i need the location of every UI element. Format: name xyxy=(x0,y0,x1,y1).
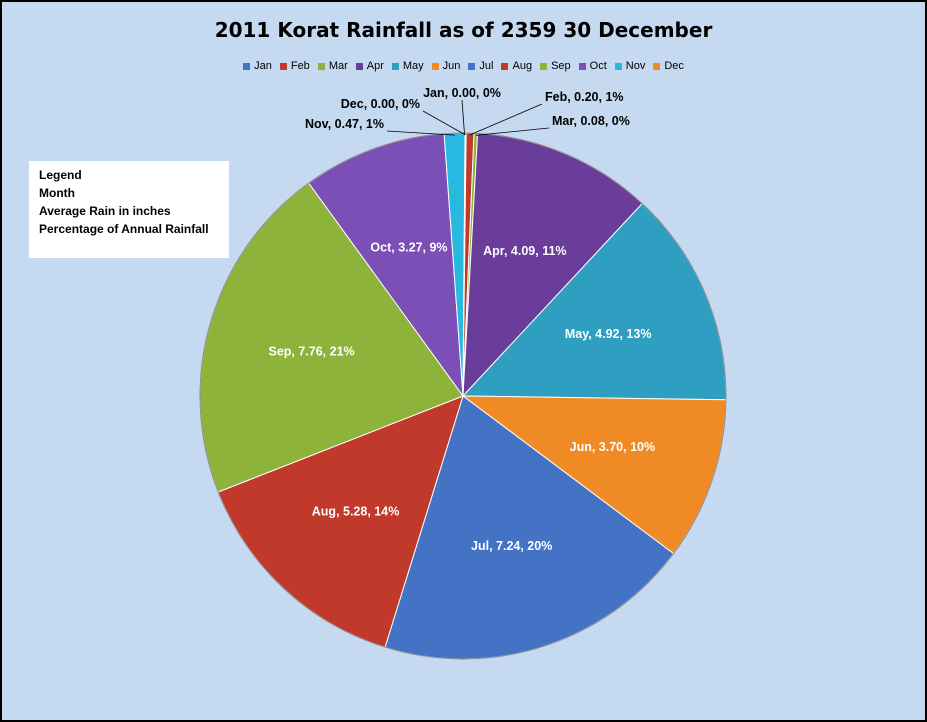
legend-label: Dec xyxy=(664,60,684,72)
leader-line-feb xyxy=(469,103,543,136)
legend-label: Sep xyxy=(551,60,571,72)
legend-label: Nov xyxy=(625,60,646,72)
legend-swatch xyxy=(653,62,661,70)
legend-label: Jul xyxy=(479,60,494,72)
legend-item-feb: Feb xyxy=(279,60,310,72)
legend-item-aug: Aug xyxy=(501,60,532,72)
slice-label-apr: Apr, 4.09, 11% xyxy=(483,244,566,258)
slice-label-jan: Jan, 0.00, 0% xyxy=(423,86,501,100)
legend-note-box: Legend Month Average Rain in inches Perc… xyxy=(29,161,229,258)
slice-label-aug: Aug, 5.28, 14% xyxy=(312,505,400,519)
legend-item-jul: Jul xyxy=(468,60,493,72)
legend-item-nov: Nov xyxy=(614,60,646,72)
leader-line-dec xyxy=(422,110,466,136)
legend-label: Feb xyxy=(290,60,310,72)
legend-swatch xyxy=(391,62,399,70)
legend-item-sep: Sep xyxy=(540,60,571,72)
chart-title: 2011 Korat Rainfall as of 2359 30 Decemb… xyxy=(214,18,713,42)
legend-swatch xyxy=(578,62,586,70)
leader-line-jan xyxy=(461,99,465,136)
legend-item-oct: Oct xyxy=(578,60,607,72)
legend-swatch xyxy=(468,62,476,70)
slice-label-jun: Jun, 3.70, 10% xyxy=(570,440,655,454)
slice-label-jul: Jul, 7.24, 20% xyxy=(471,539,552,553)
legend-item-apr: Apr xyxy=(355,60,384,72)
legend-swatch xyxy=(431,62,439,70)
legend-swatch xyxy=(243,62,251,70)
legend-note-line: Month xyxy=(39,186,75,200)
legend-item-mar: Mar xyxy=(317,60,348,72)
legend-item-dec: Dec xyxy=(653,60,684,72)
legend-label: Aug xyxy=(512,60,533,72)
legend-label: Mar xyxy=(328,60,348,72)
legend-label: May xyxy=(402,60,424,72)
leader-line-nov xyxy=(386,130,455,136)
legend-swatch xyxy=(501,62,509,70)
legend-swatch xyxy=(614,62,622,70)
slice-label-feb: Feb, 0.20, 1% xyxy=(545,90,624,104)
legend-swatch xyxy=(355,62,363,70)
legend-label: Jun xyxy=(442,60,461,72)
legend-label: Oct xyxy=(589,60,607,72)
leader-line-mar xyxy=(475,127,550,136)
legend-swatch xyxy=(279,62,287,70)
legend-swatch xyxy=(540,62,548,70)
legend-note-line: Legend xyxy=(39,168,82,182)
slice-label-dec: Dec, 0.00, 0% xyxy=(341,97,420,111)
legend-item-may: May xyxy=(391,60,424,72)
legend-note-line: Percentage of Annual Rainfall xyxy=(39,222,209,236)
slice-label-sep: Sep, 7.76, 21% xyxy=(268,345,354,359)
legend: Jan Feb Mar Apr May Jun Jul Aug Sep Oct Nov Dec xyxy=(2,60,925,72)
pie-outline xyxy=(199,132,727,660)
legend-swatch xyxy=(317,62,325,70)
slice-label-may: May, 4.92, 13% xyxy=(565,327,652,341)
legend-note-line: Average Rain in inches xyxy=(39,204,171,218)
legend-item-jun: Jun xyxy=(431,60,461,72)
slice-label-mar: Mar, 0.08, 0% xyxy=(552,114,630,128)
legend-item-jan: Jan xyxy=(243,60,272,72)
legend-label: Apr xyxy=(366,60,384,72)
slice-label-nov: Nov, 0.47, 1% xyxy=(305,117,384,131)
legend-label: Jan xyxy=(254,60,272,72)
slice-label-oct: Oct, 3.27, 9% xyxy=(370,241,447,255)
